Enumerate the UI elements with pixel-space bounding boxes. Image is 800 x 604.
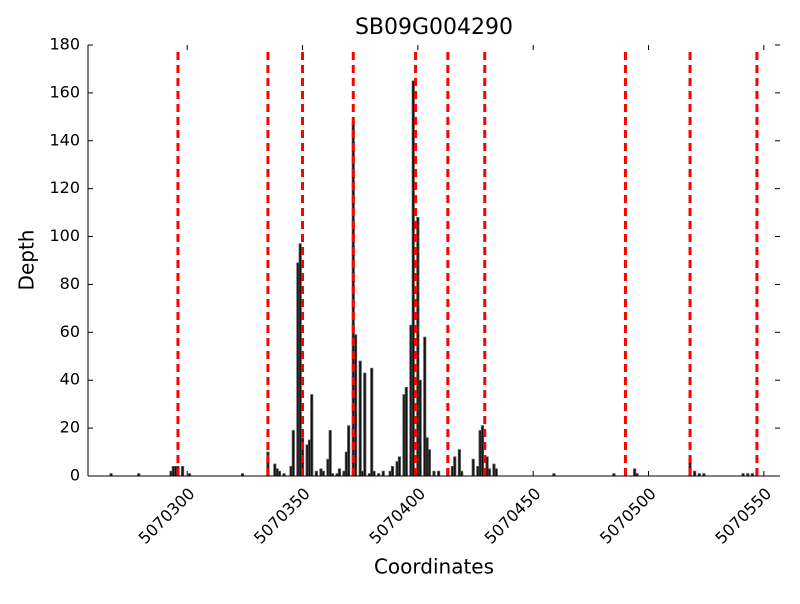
bar [471, 458, 475, 477]
bar [437, 470, 441, 477]
bar [494, 468, 498, 477]
x-tick-label: 5070550 [711, 484, 775, 548]
y-tick-label: 160 [49, 82, 80, 101]
bar [397, 456, 401, 477]
bar [404, 387, 408, 477]
x-tick-label: 5070450 [481, 484, 545, 548]
bar [418, 379, 422, 477]
bar [460, 470, 464, 477]
bar [181, 466, 185, 477]
bar [337, 468, 341, 477]
bar [291, 430, 295, 477]
y-tick-label: 20 [60, 418, 80, 437]
bar [381, 470, 385, 477]
bar [453, 456, 457, 477]
bar [427, 449, 431, 477]
x-axis-label: Coordinates [374, 555, 494, 579]
bar [358, 360, 362, 477]
y-tick-label: 60 [60, 322, 80, 341]
y-tick-label: 120 [49, 178, 80, 197]
y-tick-label: 40 [60, 370, 80, 389]
y-axis-label: Depth [15, 230, 39, 291]
bar [277, 470, 282, 477]
y-tick-label: 100 [49, 226, 80, 245]
bar [314, 470, 318, 477]
bar [693, 470, 697, 477]
x-tick-label: 5070500 [596, 484, 660, 548]
bar [310, 394, 314, 477]
bar [363, 372, 367, 477]
bar [487, 468, 491, 477]
x-tick-label: 5070400 [365, 484, 429, 548]
bar [328, 430, 332, 477]
y-tick-label: 0 [70, 466, 80, 485]
y-tick-label: 80 [60, 274, 80, 293]
x-tick-label: 5070300 [135, 484, 199, 548]
bar [372, 470, 376, 477]
bar [432, 470, 436, 477]
bar [370, 367, 374, 477]
bar [321, 470, 325, 477]
bar [390, 466, 395, 477]
y-tick-label: 140 [49, 130, 80, 149]
bar [347, 425, 351, 477]
y-tick-label: 180 [49, 35, 80, 54]
x-tick-label: 5070350 [250, 484, 314, 548]
chart-title: SB09G004290 [355, 15, 513, 40]
